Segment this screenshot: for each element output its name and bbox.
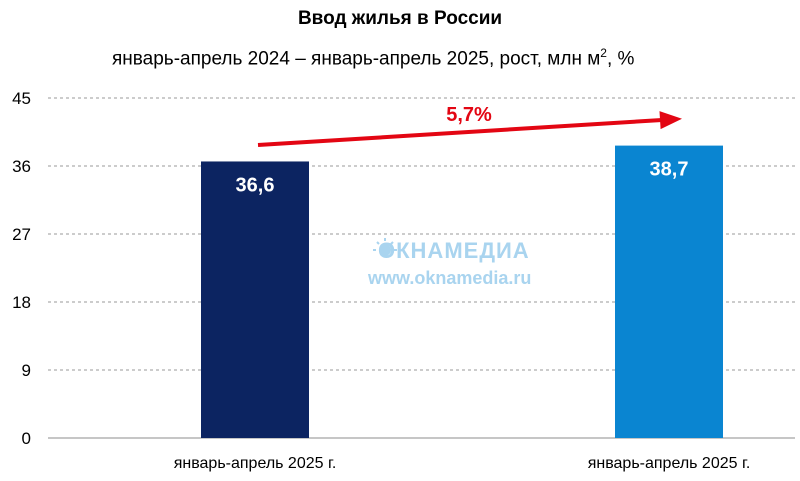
subtitle-superscript: 2 [600, 46, 607, 60]
category-label: январь-апрель 2025 г. [588, 455, 751, 472]
y-tick-label: 0 [22, 429, 31, 448]
bar-value-label: 36,6 [236, 174, 275, 196]
bar-value-label: 38,7 [650, 159, 689, 181]
watermark-name: ОКНАМЕДИА [378, 238, 530, 263]
y-tick-label: 18 [12, 293, 31, 312]
y-axis-ticks: 0 9 18 27 36 45 [12, 89, 31, 448]
arrow-head-icon [659, 111, 682, 130]
growth-arrow: 5,7% [257, 104, 682, 147]
bar [201, 161, 309, 438]
category-labels: январь-апрель 2025 г. январь-апрель 2025 … [174, 455, 751, 472]
data-labels: 36,6 38,7 [236, 159, 689, 197]
subtitle-tail: , % [606, 48, 635, 70]
bars [201, 145, 723, 438]
growth-arrow-shaft [257, 118, 663, 147]
watermark: ОКНАМЕДИА www.oknamedia.ru [367, 238, 531, 288]
y-tick-label: 27 [12, 225, 31, 244]
growth-label: 5,7% [446, 104, 492, 126]
y-tick-label: 9 [22, 361, 31, 380]
chart-title: Ввод жилья в России [297, 8, 503, 29]
bar [615, 145, 723, 438]
watermark-url: www.oknamedia.ru [367, 268, 531, 288]
subtitle-text: январь-апрель 2024 – январь-апрель 2025,… [112, 48, 601, 70]
sun-logo-icon [373, 238, 397, 256]
chart-subtitle: январь-апрель 2024 – январь-апрель 2025,… [112, 46, 792, 70]
y-tick-label: 36 [12, 157, 31, 176]
y-tick-label: 45 [12, 89, 31, 108]
category-label: январь-апрель 2025 г. [174, 455, 337, 472]
